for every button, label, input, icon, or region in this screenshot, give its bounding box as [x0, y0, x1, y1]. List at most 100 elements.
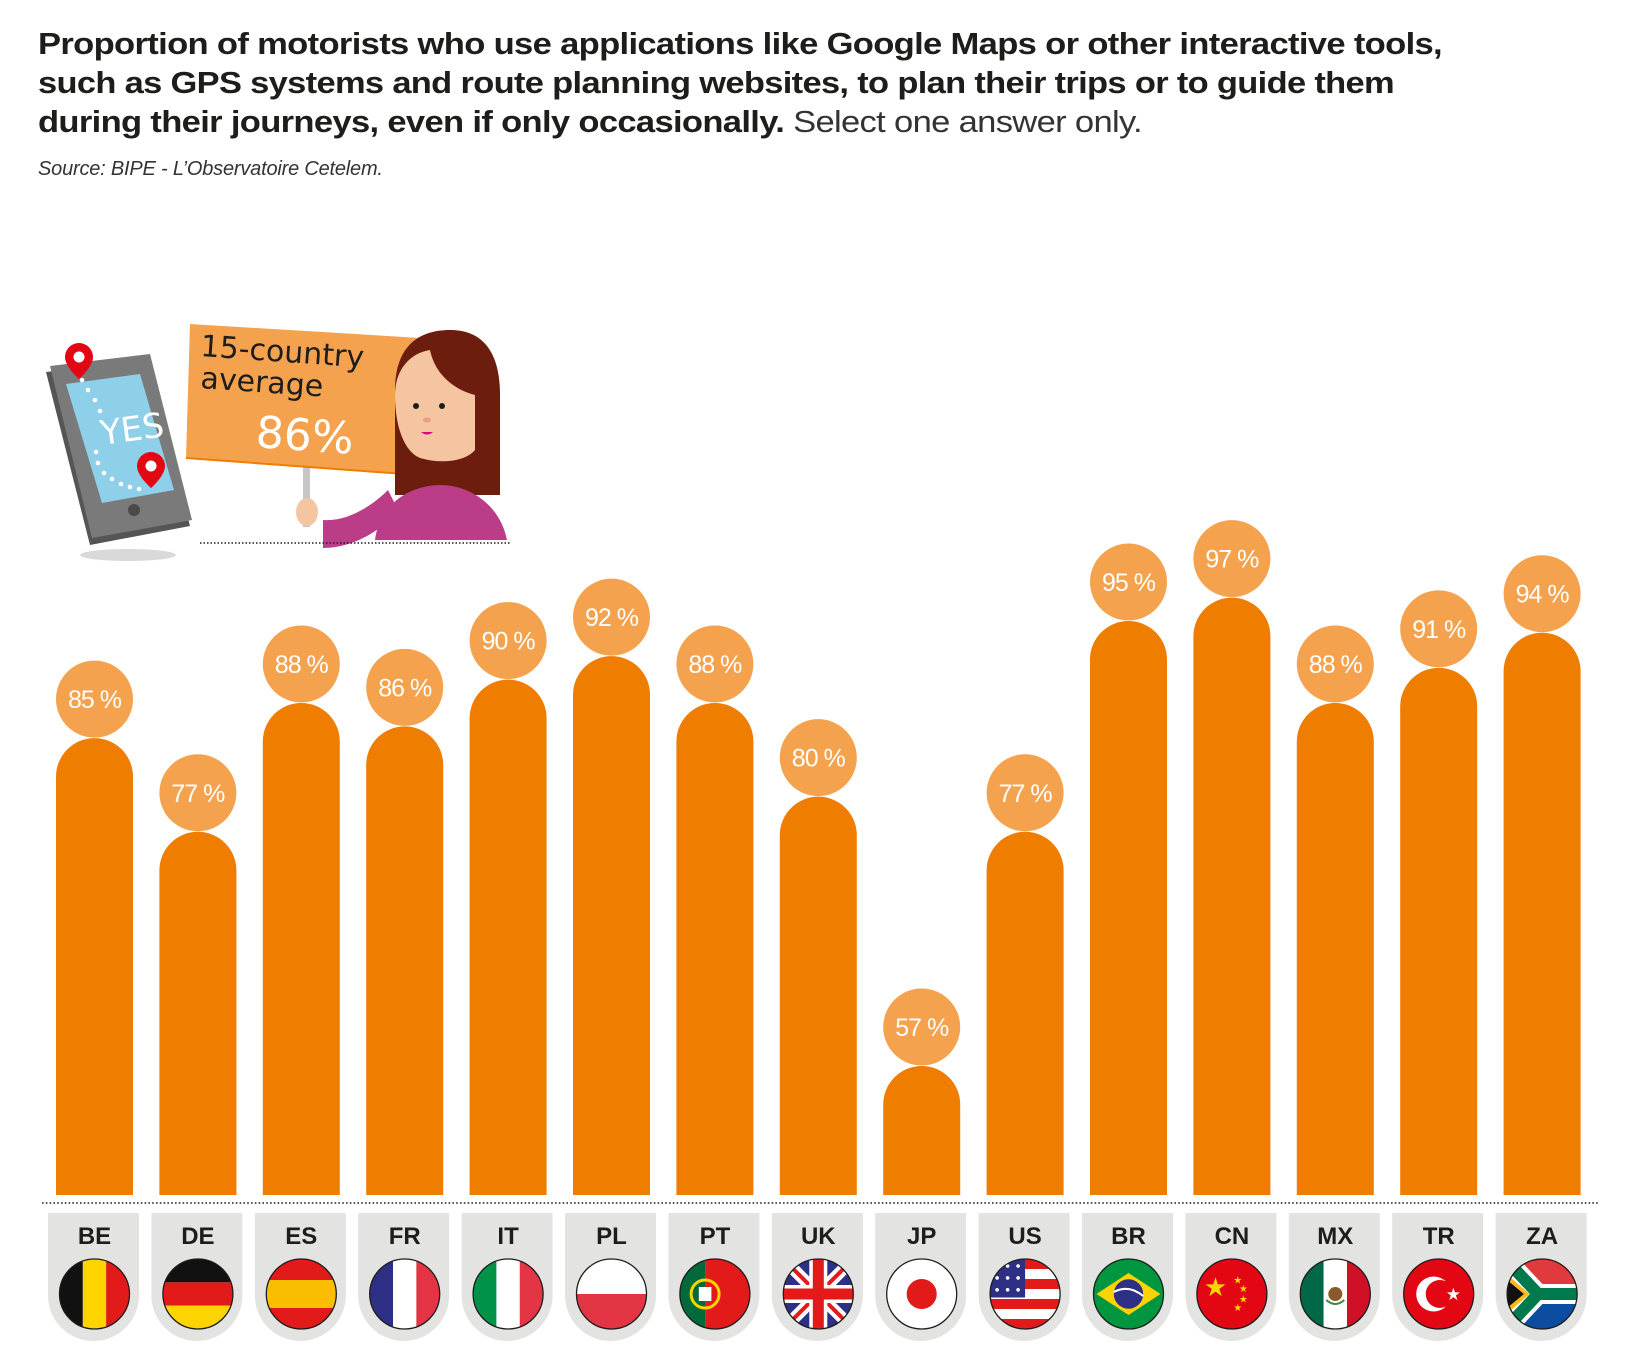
- value-bubble-ES: [262, 625, 340, 703]
- value-label-UK: 80 %: [792, 745, 846, 773]
- value-bubble-PT: [676, 625, 754, 703]
- tablet-yes-text: YES: [97, 405, 167, 454]
- value-bubble-UK: [779, 719, 857, 797]
- value-label-BE: 85 %: [68, 686, 122, 714]
- bars-group: [56, 597, 1581, 1195]
- portugal-flag-icon: [679, 1259, 750, 1329]
- category-tab-PT: PT: [668, 1213, 760, 1341]
- category-tab-CN: CN ★ ★★★★: [1185, 1213, 1277, 1341]
- title-instruction: Select one answer only.: [793, 104, 1143, 139]
- category-tab-ZA: ZA: [1495, 1213, 1587, 1341]
- sign-line-2: average: [199, 361, 324, 404]
- value-bubble-PL: [573, 578, 650, 656]
- south-africa-flag-icon: [1507, 1259, 1578, 1329]
- value-bubble-DE: [159, 754, 237, 832]
- svg-text:★: ★: [1233, 1276, 1242, 1287]
- woman-holding-sign-icon: [296, 330, 507, 548]
- category-label-PL: PL: [596, 1223, 627, 1250]
- value-bubble-US: [986, 754, 1064, 832]
- value-label-TR: 91 %: [1412, 616, 1466, 644]
- bar-UK: [779, 796, 857, 1195]
- bar-BE: [56, 738, 133, 1195]
- tablet-icon: YES: [46, 343, 192, 545]
- category-tab-US: US: [978, 1213, 1070, 1341]
- value-label-PL: 92 %: [585, 604, 639, 632]
- value-bubble-MX: [1296, 625, 1374, 703]
- average-sign: 15-country average 86%: [185, 324, 420, 527]
- value-label-CN: 97 %: [1205, 546, 1259, 574]
- uk-flag-icon: [783, 1259, 854, 1329]
- value-label-DE: 77 %: [171, 780, 225, 808]
- bar-ES: [262, 702, 340, 1195]
- category-tab-BE: BE: [48, 1213, 139, 1341]
- map-pin-icon: [137, 452, 165, 488]
- bar-JP: [883, 1066, 961, 1195]
- svg-text:★: ★: [1239, 1284, 1248, 1295]
- category-label-ES: ES: [285, 1223, 317, 1250]
- tablet-shadow: [80, 549, 176, 561]
- category-tab-TR: TR ★: [1392, 1213, 1484, 1341]
- brazil-flag-icon: [1093, 1259, 1164, 1329]
- bar-MX: [1296, 702, 1374, 1195]
- category-label-IT: IT: [497, 1223, 519, 1250]
- bar-PT: [676, 702, 754, 1195]
- bar-CN: [1193, 597, 1271, 1195]
- value-bubble-BR: [1090, 543, 1167, 621]
- value-label-PT: 88 %: [688, 651, 742, 679]
- category-label-UK: UK: [801, 1223, 836, 1250]
- category-tab-UK: UK: [771, 1213, 863, 1341]
- france-flag-icon: [369, 1259, 440, 1329]
- title-line-3-bold: during their journeys, even if only occa…: [38, 104, 785, 139]
- value-label-FR: 86 %: [378, 674, 432, 702]
- title-line-1: Proportion of motorists who use applicat…: [38, 26, 1443, 61]
- value-label-ZA: 94 %: [1516, 581, 1570, 609]
- category-label-BE: BE: [78, 1223, 111, 1250]
- category-tab-PL: PL: [565, 1213, 656, 1341]
- category-tab-IT: IT: [461, 1213, 553, 1341]
- category-label-BR: BR: [1111, 1223, 1146, 1250]
- source-note: Source: BIPE - L’Observatoire Cetelem.: [38, 158, 383, 180]
- value-bubble-FR: [366, 648, 444, 726]
- svg-text:★: ★: [1446, 1285, 1461, 1305]
- category-label-ZA: ZA: [1526, 1223, 1558, 1250]
- germany-flag-icon: [162, 1259, 233, 1329]
- category-tab-ES: ES: [254, 1213, 346, 1341]
- bar-IT: [469, 679, 547, 1195]
- belgium-flag-icon: [59, 1259, 130, 1329]
- value-bubble-ZA: [1503, 555, 1581, 633]
- category-label-JP: JP: [907, 1223, 936, 1250]
- value-bubble-IT: [469, 602, 547, 680]
- svg-text:★: ★: [1239, 1295, 1248, 1306]
- category-label-DE: DE: [181, 1223, 214, 1250]
- value-label-US: 77 %: [999, 780, 1053, 808]
- svg-text:★: ★: [1204, 1273, 1227, 1303]
- category-tab-MX: MX: [1288, 1213, 1380, 1341]
- mexico-flag-icon: [1300, 1259, 1371, 1329]
- value-labels-group: 85 % 77 % 88 % 86 % 90 % 92 % 88 % 80 % 57 % 77 %…: [56, 520, 1581, 1066]
- bar-FR: [366, 726, 444, 1195]
- bar-PL: [573, 656, 650, 1195]
- title-line-2: such as GPS systems and route planning w…: [38, 65, 1395, 100]
- value-bubble-CN: [1193, 520, 1271, 598]
- category-tab-DE: DE: [151, 1213, 243, 1341]
- title-line-3: during their journeys, even if only occa…: [38, 102, 1143, 141]
- category-label-CN: CN: [1215, 1223, 1250, 1250]
- category-label-FR: FR: [389, 1223, 421, 1250]
- value-label-MX: 88 %: [1309, 651, 1363, 679]
- category-label-PT: PT: [700, 1223, 731, 1250]
- value-bubble-JP: [883, 988, 961, 1066]
- japan-flag-icon: [886, 1259, 957, 1329]
- illustration: YES 15-country average 86: [46, 324, 510, 561]
- category-tab-BR: BR: [1082, 1213, 1173, 1341]
- bar-ZA: [1503, 632, 1581, 1195]
- category-label-US: US: [1008, 1223, 1041, 1250]
- bar-BR: [1090, 621, 1167, 1195]
- map-pin-icon: [65, 343, 93, 379]
- category-label-MX: MX: [1317, 1223, 1353, 1250]
- bar-DE: [159, 831, 237, 1195]
- china-flag-icon: ★ ★★★★: [1196, 1259, 1267, 1329]
- value-label-ES: 88 %: [275, 651, 329, 679]
- category-tab-JP: JP: [875, 1213, 967, 1341]
- usa-flag-icon: [990, 1259, 1061, 1329]
